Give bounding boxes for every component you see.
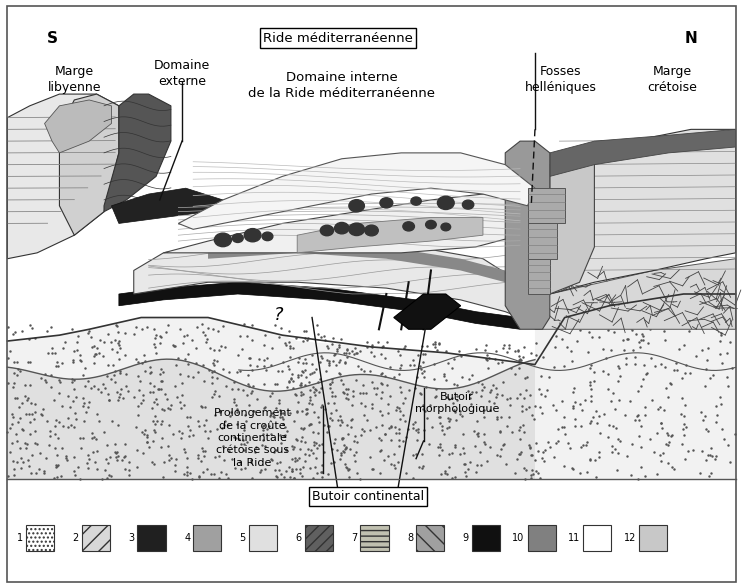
Bar (528, 259, 550, 294)
Polygon shape (59, 94, 119, 235)
Polygon shape (134, 241, 520, 318)
Text: 3: 3 (129, 533, 134, 543)
Bar (82, 525, 110, 552)
Bar (528, 525, 556, 552)
Text: Domaine interne
de la Ride méditerranéenne: Domaine interne de la Ride méditerranéen… (248, 71, 435, 100)
Circle shape (411, 197, 421, 205)
Text: Fosses
helléniques: Fosses helléniques (525, 65, 597, 94)
Text: 10: 10 (513, 533, 525, 543)
Polygon shape (394, 294, 461, 329)
Text: 7: 7 (351, 533, 357, 543)
Text: 11: 11 (568, 533, 580, 543)
Bar (472, 525, 500, 552)
Bar (305, 525, 333, 552)
Bar (639, 525, 667, 552)
Bar (528, 188, 565, 223)
Text: Domaine
externe: Domaine externe (154, 59, 210, 88)
Circle shape (244, 229, 261, 242)
Bar (528, 223, 557, 259)
Circle shape (403, 222, 415, 231)
Text: 12: 12 (623, 533, 636, 543)
Polygon shape (208, 241, 505, 282)
Circle shape (214, 233, 232, 247)
Text: ?: ? (274, 306, 283, 323)
Text: 8: 8 (407, 533, 413, 543)
Circle shape (348, 223, 365, 236)
Polygon shape (7, 94, 119, 259)
Polygon shape (119, 282, 520, 329)
Circle shape (349, 200, 364, 212)
Bar (416, 525, 444, 552)
Polygon shape (7, 359, 535, 479)
Circle shape (462, 200, 474, 209)
Polygon shape (550, 129, 736, 176)
Polygon shape (282, 335, 535, 479)
Text: 2: 2 (73, 533, 79, 543)
Polygon shape (163, 194, 535, 253)
Circle shape (262, 232, 273, 240)
Bar (193, 525, 221, 552)
Bar (360, 525, 389, 552)
Polygon shape (535, 294, 736, 479)
Polygon shape (111, 188, 223, 223)
Text: S: S (47, 31, 57, 46)
Circle shape (441, 223, 450, 230)
Text: Butoir continental: Butoir continental (312, 490, 424, 503)
Text: 9: 9 (463, 533, 469, 543)
Bar (583, 525, 611, 552)
Text: 6: 6 (296, 533, 302, 543)
Circle shape (233, 234, 243, 242)
Text: N: N (684, 31, 698, 46)
Polygon shape (535, 259, 736, 329)
Circle shape (334, 222, 349, 234)
Polygon shape (550, 129, 736, 294)
Text: Prolongement
de la croûte
continentale
crétoise sous
la Ride: Prolongement de la croûte continentale c… (214, 408, 291, 468)
Bar (249, 525, 277, 552)
Polygon shape (104, 94, 171, 212)
Polygon shape (550, 153, 594, 294)
Polygon shape (505, 141, 550, 329)
Circle shape (380, 198, 393, 208)
Text: 4: 4 (184, 533, 190, 543)
Bar (26, 525, 54, 552)
Polygon shape (297, 218, 483, 253)
Circle shape (320, 225, 334, 236)
Circle shape (426, 220, 436, 229)
Circle shape (438, 196, 454, 209)
Text: Butoir
morphologique: Butoir morphologique (415, 392, 499, 414)
Circle shape (365, 225, 378, 236)
Polygon shape (45, 100, 111, 153)
Polygon shape (178, 153, 535, 229)
Text: Marge
crétoise: Marge crétoise (647, 65, 698, 94)
Polygon shape (7, 318, 349, 479)
Text: 5: 5 (240, 533, 246, 543)
Text: 1: 1 (17, 533, 23, 543)
Bar (137, 525, 166, 552)
Text: Ride méditerranéenne: Ride méditerranéenne (263, 32, 413, 45)
Text: Marge
libyenne: Marge libyenne (48, 65, 101, 94)
Bar (7, 15, 736, 479)
